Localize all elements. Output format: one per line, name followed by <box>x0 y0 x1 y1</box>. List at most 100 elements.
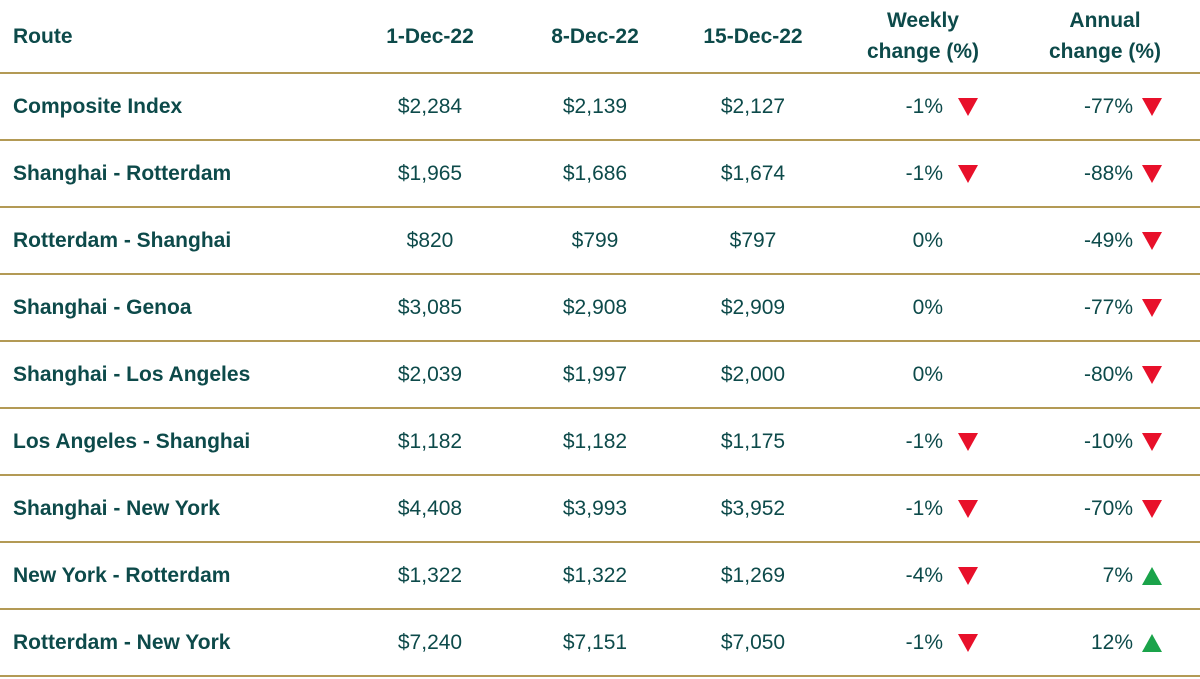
weekly-triangle-down-icon <box>958 141 978 206</box>
weekly-change-value: -4% <box>905 563 943 587</box>
header-weekly-change: Weekly change (%) <box>866 9 979 63</box>
annual-change-value: -77% <box>1083 295 1133 319</box>
weekly-triangle-down-icon <box>958 543 978 608</box>
weekly-change-value: -1% <box>905 429 943 453</box>
rate-cell-date-1: $1,965 <box>397 161 463 185</box>
rate-cell-date-3: $1,175 <box>720 429 786 453</box>
header-date-2: 8-Dec-22 <box>551 24 639 48</box>
triangle-down-icon <box>958 97 978 116</box>
header-route: Route <box>13 24 73 48</box>
rate-cell-date-1: $4,408 <box>397 496 463 520</box>
weekly-change-value: -1% <box>905 94 943 118</box>
annual-triangle-up-icon <box>1142 543 1162 608</box>
weekly-change-value: -1% <box>905 496 943 520</box>
annual-triangle-down-icon <box>1142 476 1162 541</box>
weekly-triangle-down-icon <box>958 74 978 139</box>
rate-cell-date-1: $1,182 <box>397 429 463 453</box>
triangle-down-icon <box>1142 231 1162 250</box>
route-cell: Shanghai - Los Angeles <box>13 362 251 386</box>
weekly-triangle-down-icon <box>958 610 978 675</box>
annual-change-value: 7% <box>1102 563 1133 587</box>
triangle-down-icon <box>1142 164 1162 183</box>
weekly-change-value: -1% <box>905 161 943 185</box>
table-row: Composite Index $2,284 $2,139 $2,127 -1% -77% <box>0 74 1200 141</box>
rate-cell-date-3: $2,000 <box>720 362 786 386</box>
rate-cell-date-1: $7,240 <box>397 630 463 654</box>
rate-cell-date-1: $3,085 <box>397 295 463 319</box>
rate-cell-date-1: $1,322 <box>397 563 463 587</box>
rate-cell-date-2: $7,151 <box>562 630 628 654</box>
weekly-change-value: -1% <box>905 630 943 654</box>
rate-cell-date-2: $3,993 <box>562 496 628 520</box>
table-row: Shanghai - Rotterdam $1,965 $1,686 $1,674 -1… <box>0 141 1200 208</box>
rate-cell-date-3: $7,050 <box>720 630 786 654</box>
triangle-down-icon <box>958 164 978 183</box>
route-cell: New York - Rotterdam <box>13 563 231 587</box>
rate-cell-date-2: $1,182 <box>562 429 628 453</box>
rate-cell-date-3: $797 <box>729 228 777 252</box>
header-date-1: 1-Dec-22 <box>386 24 474 48</box>
rate-cell-date-3: $3,952 <box>720 496 786 520</box>
weekly-change-value: 0% <box>912 295 943 319</box>
triangle-down-icon <box>958 432 978 451</box>
annual-triangle-down-icon <box>1142 74 1162 139</box>
triangle-down-icon <box>1142 365 1162 384</box>
rate-cell-date-2: $2,139 <box>562 94 628 118</box>
weekly-change-value: 0% <box>912 362 943 386</box>
annual-change-value: -77% <box>1083 94 1133 118</box>
annual-change-value: 12% <box>1090 630 1133 654</box>
triangle-down-icon <box>958 633 978 652</box>
annual-triangle-down-icon <box>1142 208 1162 273</box>
rate-cell-date-3: $1,674 <box>720 161 786 185</box>
rate-cell-date-1: $2,284 <box>397 94 463 118</box>
rate-cell-date-2: $2,908 <box>562 295 628 319</box>
triangle-down-icon <box>958 566 978 585</box>
table-row: Shanghai - Genoa $3,085 $2,908 $2,909 0% -77% <box>0 275 1200 342</box>
table-row: Shanghai - Los Angeles $2,039 $1,997 $2,000… <box>0 342 1200 409</box>
annual-change-value: -10% <box>1083 429 1133 453</box>
triangle-down-icon <box>1142 499 1162 518</box>
table-row: Shanghai - New York $4,408 $3,993 $3,952 -1%… <box>0 476 1200 543</box>
triangle-down-icon <box>958 499 978 518</box>
route-cell: Rotterdam - Shanghai <box>13 228 232 252</box>
rate-cell-date-1: $2,039 <box>397 362 463 386</box>
annual-change-value: -70% <box>1083 496 1133 520</box>
annual-change-value: -49% <box>1083 228 1133 252</box>
header-date-3: 15-Dec-22 <box>703 24 803 48</box>
table-row: Rotterdam - New York $7,240 $7,151 $7,050 -1… <box>0 610 1200 677</box>
rate-cell-date-3: $2,127 <box>720 94 786 118</box>
annual-triangle-up-icon <box>1142 610 1162 675</box>
rate-cell-date-1: $820 <box>406 228 454 252</box>
weekly-triangle-down-icon <box>958 476 978 541</box>
rate-cell-date-2: $799 <box>571 228 619 252</box>
rate-cell-date-2: $1,997 <box>562 362 628 386</box>
rate-cell-date-2: $1,686 <box>562 161 628 185</box>
weekly-triangle-down-icon <box>958 409 978 474</box>
rate-cell-date-3: $2,909 <box>720 295 786 319</box>
annual-change-value: -80% <box>1083 362 1133 386</box>
table-row: Rotterdam - Shanghai $820 $799 $797 0% -49% <box>0 208 1200 275</box>
route-cell: Shanghai - New York <box>13 496 220 520</box>
rate-cell-date-3: $1,269 <box>720 563 786 587</box>
table-header: Route 1-Dec-22 8-Dec-22 15-Dec-22 Weekly… <box>0 0 1200 74</box>
triangle-up-icon <box>1142 566 1162 585</box>
header-annual-change: Annual change (%) <box>1048 9 1161 63</box>
triangle-down-icon <box>1142 97 1162 116</box>
annual-triangle-down-icon <box>1142 409 1162 474</box>
rate-cell-date-2: $1,322 <box>562 563 628 587</box>
triangle-down-icon <box>1142 432 1162 451</box>
triangle-up-icon <box>1142 633 1162 652</box>
annual-triangle-down-icon <box>1142 275 1162 340</box>
annual-triangle-down-icon <box>1142 342 1162 407</box>
route-cell: Los Angeles - Shanghai <box>13 429 251 453</box>
annual-triangle-down-icon <box>1142 141 1162 206</box>
table-row: Los Angeles - Shanghai $1,182 $1,182 $1,175… <box>0 409 1200 476</box>
weekly-change-value: 0% <box>912 228 943 252</box>
route-cell: Shanghai - Rotterdam <box>13 161 232 185</box>
route-cell: Shanghai - Genoa <box>13 295 192 319</box>
table-row: New York - Rotterdam $1,322 $1,322 $1,269 -4… <box>0 543 1200 610</box>
route-cell: Rotterdam - New York <box>13 630 231 654</box>
triangle-down-icon <box>1142 298 1162 317</box>
route-cell: Composite Index <box>13 94 183 118</box>
